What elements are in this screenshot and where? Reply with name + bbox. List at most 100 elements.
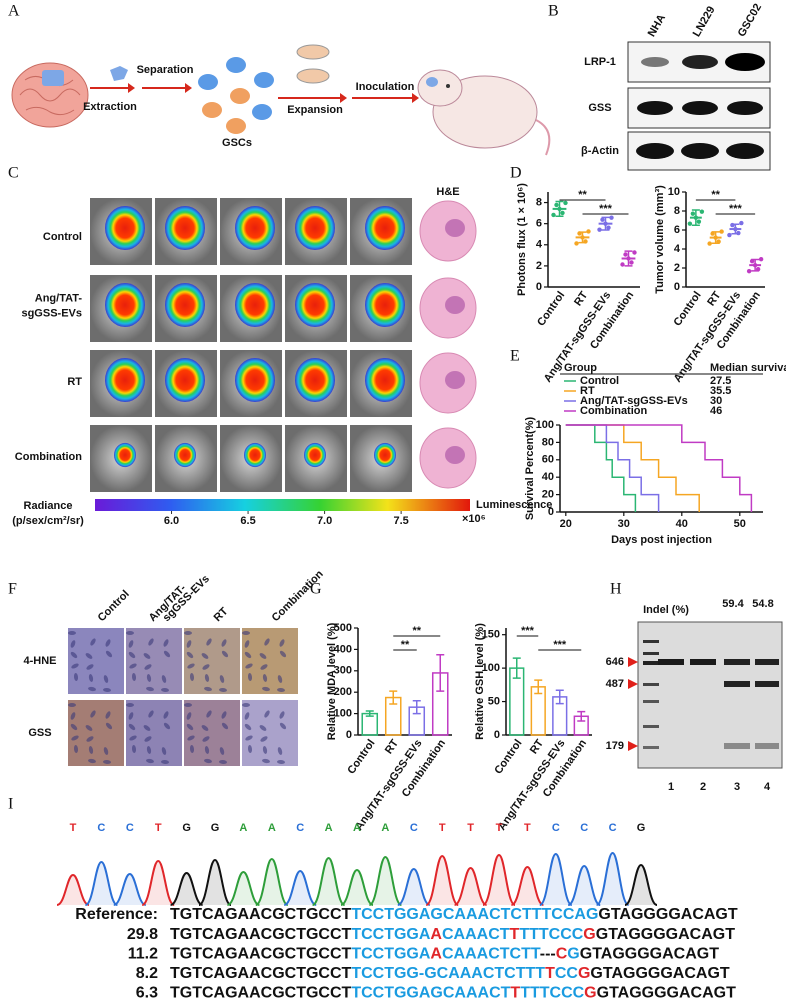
sequence-segment: GTAGGGGACAGT — [596, 926, 735, 943]
marker-label: 487 — [606, 678, 624, 690]
lane-label: NHA — [646, 12, 668, 39]
column-label: RT — [212, 605, 231, 624]
sequence-label: Reference: — [75, 906, 158, 923]
x-tick-label: Control — [671, 290, 703, 329]
base-call: C — [97, 822, 105, 834]
sequence-segment: TGTCAGAACGCTGCCT — [170, 946, 352, 963]
chromatogram-peak — [312, 856, 346, 906]
sequence-segment: TTTCCC — [519, 926, 583, 943]
nucleus — [143, 725, 151, 731]
nucleus — [163, 711, 169, 719]
y-tick-label: 100 — [334, 708, 352, 720]
row-label: sgGSS-EVs — [21, 307, 82, 319]
nucleus — [204, 686, 212, 692]
nucleus — [126, 631, 134, 635]
blot-label: LRP-1 — [584, 56, 616, 68]
x-tick-label: RT — [705, 289, 723, 308]
he-lesion — [445, 219, 465, 237]
chromatogram-peak — [84, 860, 118, 906]
error-bar — [534, 679, 543, 695]
nucleus — [279, 722, 287, 730]
nucleus — [73, 673, 79, 681]
point-deco — [620, 262, 625, 267]
step-label: Expansion — [287, 104, 343, 116]
bli-signal — [365, 283, 405, 327]
y-tick-label: 4 — [674, 243, 681, 255]
nucleus — [277, 675, 283, 683]
sig-label: *** — [521, 625, 535, 637]
marker-label: 179 — [606, 740, 624, 752]
median-label: 35.5 — [710, 385, 731, 397]
row-label: Control — [43, 231, 82, 243]
nucleus — [279, 711, 285, 719]
error-bar — [691, 209, 700, 226]
y-tick-label: 200 — [334, 686, 352, 698]
base-call: G — [182, 822, 191, 834]
y-tick-label: 0 — [674, 281, 680, 293]
sequence: TGTCAGAACGCTGCCTTCCTGGAACAAACTTTTTCCCGGT… — [170, 926, 735, 943]
base-call: C — [580, 822, 588, 834]
y-tick-label: 8 — [536, 196, 542, 208]
panel-label: H — [610, 581, 622, 598]
nucleus — [131, 673, 137, 681]
nucleus — [204, 674, 210, 682]
colorbar-label: (p/sex/cm²/sr) — [12, 515, 84, 527]
bli-signal — [295, 358, 335, 402]
error-bar — [436, 654, 445, 692]
nucleus — [88, 746, 94, 754]
bli-signal — [374, 442, 396, 468]
chromatogram-peak — [510, 865, 544, 906]
sequence-segment: T — [510, 985, 520, 1001]
nucleus — [71, 663, 79, 669]
nucleus — [245, 735, 253, 741]
lane-number: 4 — [764, 781, 771, 793]
x-tick-label: RT — [383, 737, 401, 756]
point-deco — [551, 212, 556, 218]
base-call: A — [268, 822, 276, 834]
sequence-segment: T — [545, 965, 555, 982]
bli-signal — [365, 206, 405, 250]
bli-signal — [165, 206, 205, 250]
nucleus — [128, 640, 134, 648]
sequence: TGTCAGAACGCTGCCTTCCTGGAACAAACTCTT---CGGT… — [170, 946, 719, 963]
y-axis-label: Tumor volume (mm³) — [654, 185, 666, 294]
ihc-image — [242, 700, 298, 766]
nucleus — [242, 703, 250, 707]
colorbar-multiplier: ×10⁶ — [462, 513, 486, 525]
colorbar-tick-label: 7.0 — [317, 515, 332, 527]
chromatogram-peak — [226, 870, 260, 906]
nucleus — [70, 712, 76, 720]
table-header: Median survival — [710, 362, 786, 374]
survival-curve — [565, 424, 700, 512]
y-tick-label: 6 — [674, 224, 680, 236]
y-tick-label: 0 — [536, 281, 542, 293]
sequence-segment: G — [567, 946, 579, 963]
point-deco — [707, 241, 712, 246]
chromatogram-peak — [425, 854, 460, 906]
nucleus — [90, 710, 96, 718]
nucleus — [264, 710, 270, 718]
nucleus — [70, 640, 76, 648]
sequence: TGTCAGAACGCTGCCTTCCTGG-GCAAACTCTTTTCCGGT… — [170, 965, 730, 982]
nucleus — [202, 664, 210, 670]
nucleus — [105, 650, 113, 658]
x-tick-label: 50 — [734, 518, 746, 530]
panel-label: I — [8, 796, 13, 813]
nucleus — [68, 631, 76, 635]
nucleus — [90, 638, 96, 646]
sequence-label: 8.2 — [136, 965, 158, 982]
base-call: C — [296, 822, 304, 834]
nucleus — [204, 758, 212, 764]
ihc-image — [68, 628, 124, 694]
sequence-segment: TCCTGGA — [351, 946, 431, 963]
nucleus — [86, 664, 94, 670]
sequence: TGTCAGAACGCTGCCTTCCTGGAGCAAACTTTTTCCCGGT… — [170, 985, 736, 1001]
lane-number: 2 — [700, 781, 706, 793]
base-call: T — [155, 822, 162, 834]
base-call: G — [637, 822, 646, 834]
bli-signal — [235, 206, 275, 250]
nucleus — [184, 703, 192, 707]
nucleus — [206, 638, 212, 646]
chromatogram-peak — [198, 858, 232, 906]
nucleus — [144, 736, 152, 742]
